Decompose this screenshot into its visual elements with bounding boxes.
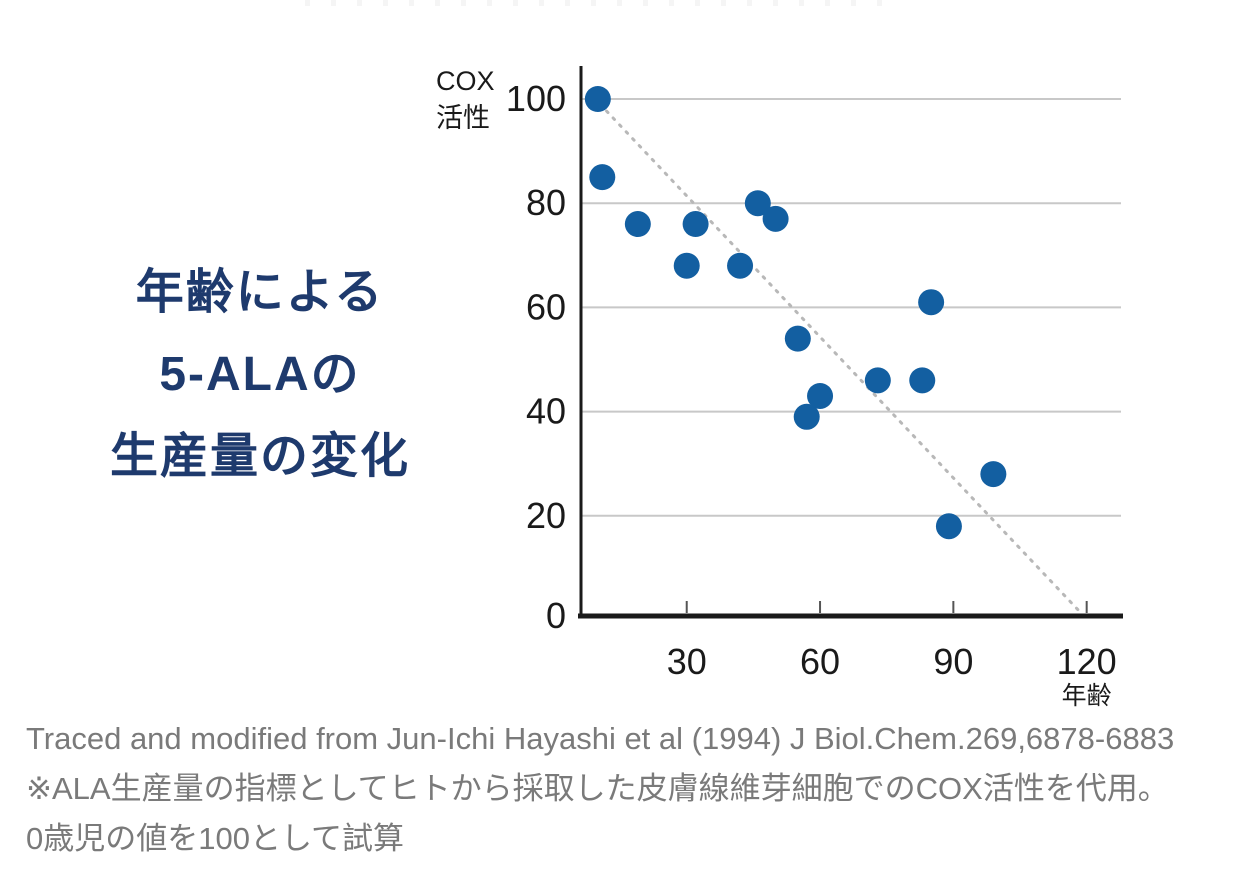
data-point — [793, 403, 820, 430]
x-tick-label: 60 — [800, 641, 840, 682]
chart-title: 年齢による 5-ALAの 生産量の変化 — [60, 252, 460, 498]
y-tick-label: 40 — [526, 391, 566, 432]
y-tick-label: 0 — [546, 595, 566, 636]
source-caption: Traced and modified from Jun-Ichi Hayash… — [26, 714, 1246, 864]
y-tick-label: 60 — [526, 286, 566, 327]
data-point — [589, 164, 616, 191]
data-point — [584, 86, 611, 112]
x-tick-label: 30 — [667, 641, 707, 682]
source-reference-line: Traced and modified from Jun-Ichi Hayash… — [26, 721, 1175, 756]
note-line-1: ※ALA生産量の指標としてヒトから採取した皮膚線維芽細胞でのCOX活性を代用。 — [26, 771, 1169, 806]
data-point — [784, 325, 811, 352]
y-tick-label: 20 — [526, 495, 566, 536]
data-point — [624, 211, 651, 238]
trend-line — [598, 102, 1080, 612]
data-point — [762, 205, 789, 232]
chart-title-line-1: 年齢による — [135, 266, 385, 319]
x-tick-label: 90 — [933, 641, 973, 682]
chart-title-line-2: 5-ALAの — [159, 348, 361, 401]
data-point — [980, 461, 1007, 488]
y-axis-title-line-2: 活性 — [436, 103, 490, 133]
data-point — [918, 289, 945, 316]
y-tick-label: 100 — [506, 78, 566, 119]
data-point — [727, 252, 754, 279]
data-point — [909, 367, 936, 394]
y-tick-label: 80 — [526, 182, 566, 223]
x-tick-label: 120 — [1057, 641, 1117, 682]
data-point — [673, 252, 700, 279]
data-point — [864, 367, 891, 394]
data-point — [682, 211, 709, 238]
cropped-text-remnant — [305, 0, 895, 6]
data-point — [935, 513, 962, 540]
data-point — [807, 382, 834, 409]
x-axis-unit-label: 年齢 — [1062, 682, 1112, 710]
data-point — [744, 190, 771, 217]
note-line-2: 0歳児の値を100として試算 — [26, 821, 405, 856]
chart-title-line-3: 生産量の変化 — [109, 430, 410, 483]
y-axis-title-line-1: COX — [436, 66, 495, 96]
